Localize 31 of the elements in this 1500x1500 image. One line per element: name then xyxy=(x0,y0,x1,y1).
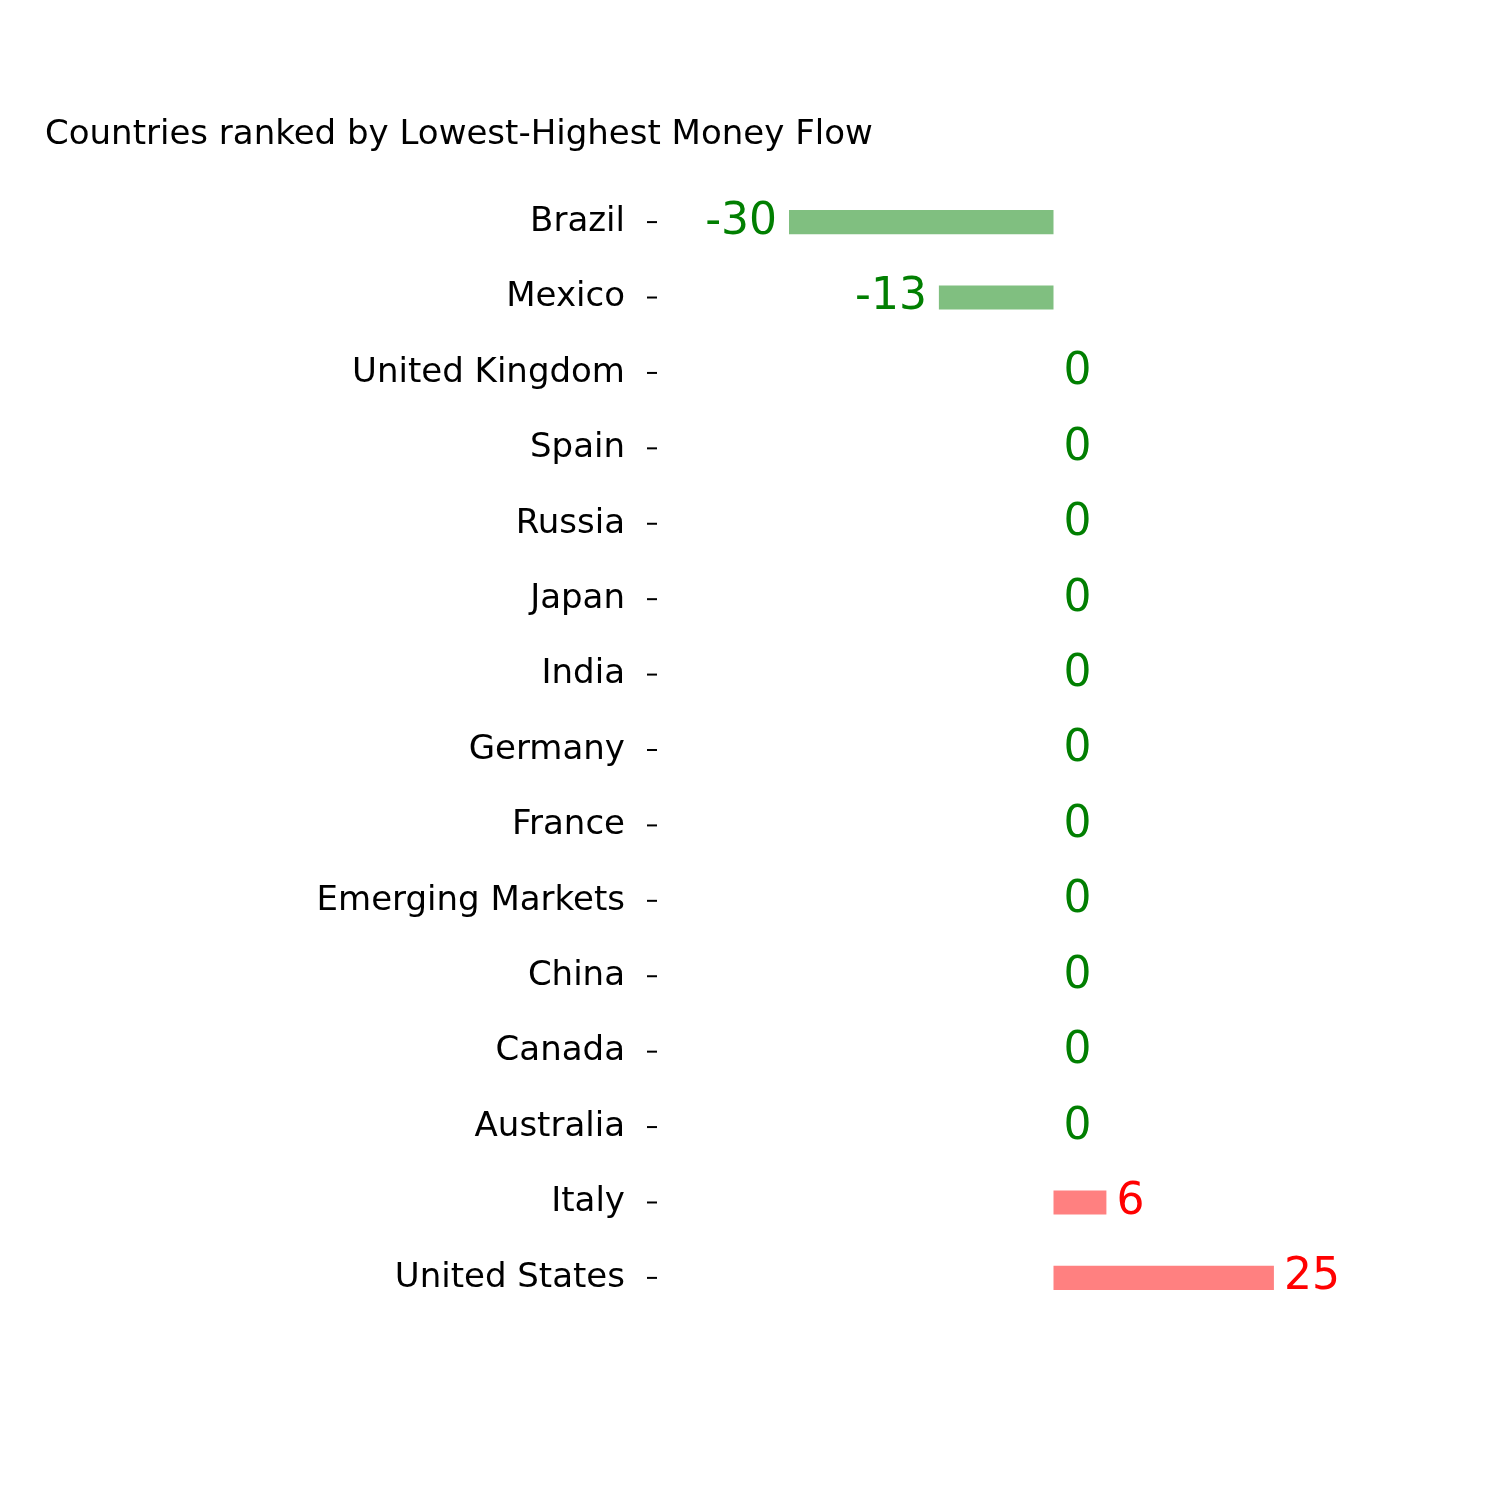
data-label: 0 xyxy=(1063,795,1092,847)
data-label: 0 xyxy=(1063,343,1092,395)
data-label: -13 xyxy=(855,267,927,319)
data-label: 0 xyxy=(1063,1022,1092,1074)
data-label: 0 xyxy=(1063,1097,1092,1149)
y-tick-label: Australia xyxy=(474,1103,625,1144)
data-label: 0 xyxy=(1063,569,1092,621)
y-tick-label: Emerging Markets xyxy=(316,877,625,918)
y-tick-label: United Kingdom xyxy=(352,349,625,390)
y-tick-label: Canada xyxy=(495,1028,625,1069)
y-tick-label: Brazil xyxy=(530,198,625,239)
y-tick-label: Japan xyxy=(528,576,625,616)
y-tick-label: United States xyxy=(394,1254,625,1295)
data-label: -30 xyxy=(705,192,777,244)
data-label: 0 xyxy=(1063,494,1092,546)
y-tick-label: Mexico xyxy=(506,274,625,315)
y-tick-label: France xyxy=(511,802,625,843)
data-label: 0 xyxy=(1063,871,1092,923)
data-label: 0 xyxy=(1063,645,1092,697)
data-label: 0 xyxy=(1063,946,1092,998)
y-tick-label: India xyxy=(541,651,625,692)
data-label: 25 xyxy=(1283,1248,1340,1300)
data-label: 0 xyxy=(1063,720,1092,772)
y-tick-label: China xyxy=(527,953,625,994)
data-label: 6 xyxy=(1116,1172,1145,1224)
y-tick-label: Russia xyxy=(515,500,625,541)
data-label: 0 xyxy=(1063,418,1092,470)
y-tick-label: Italy xyxy=(551,1179,625,1220)
y-tick-label: Spain xyxy=(530,425,625,466)
y-tick-label: Germany xyxy=(468,726,625,767)
text: Countries ranked by Lowest-Highest Money Flow xyxy=(45,111,873,152)
